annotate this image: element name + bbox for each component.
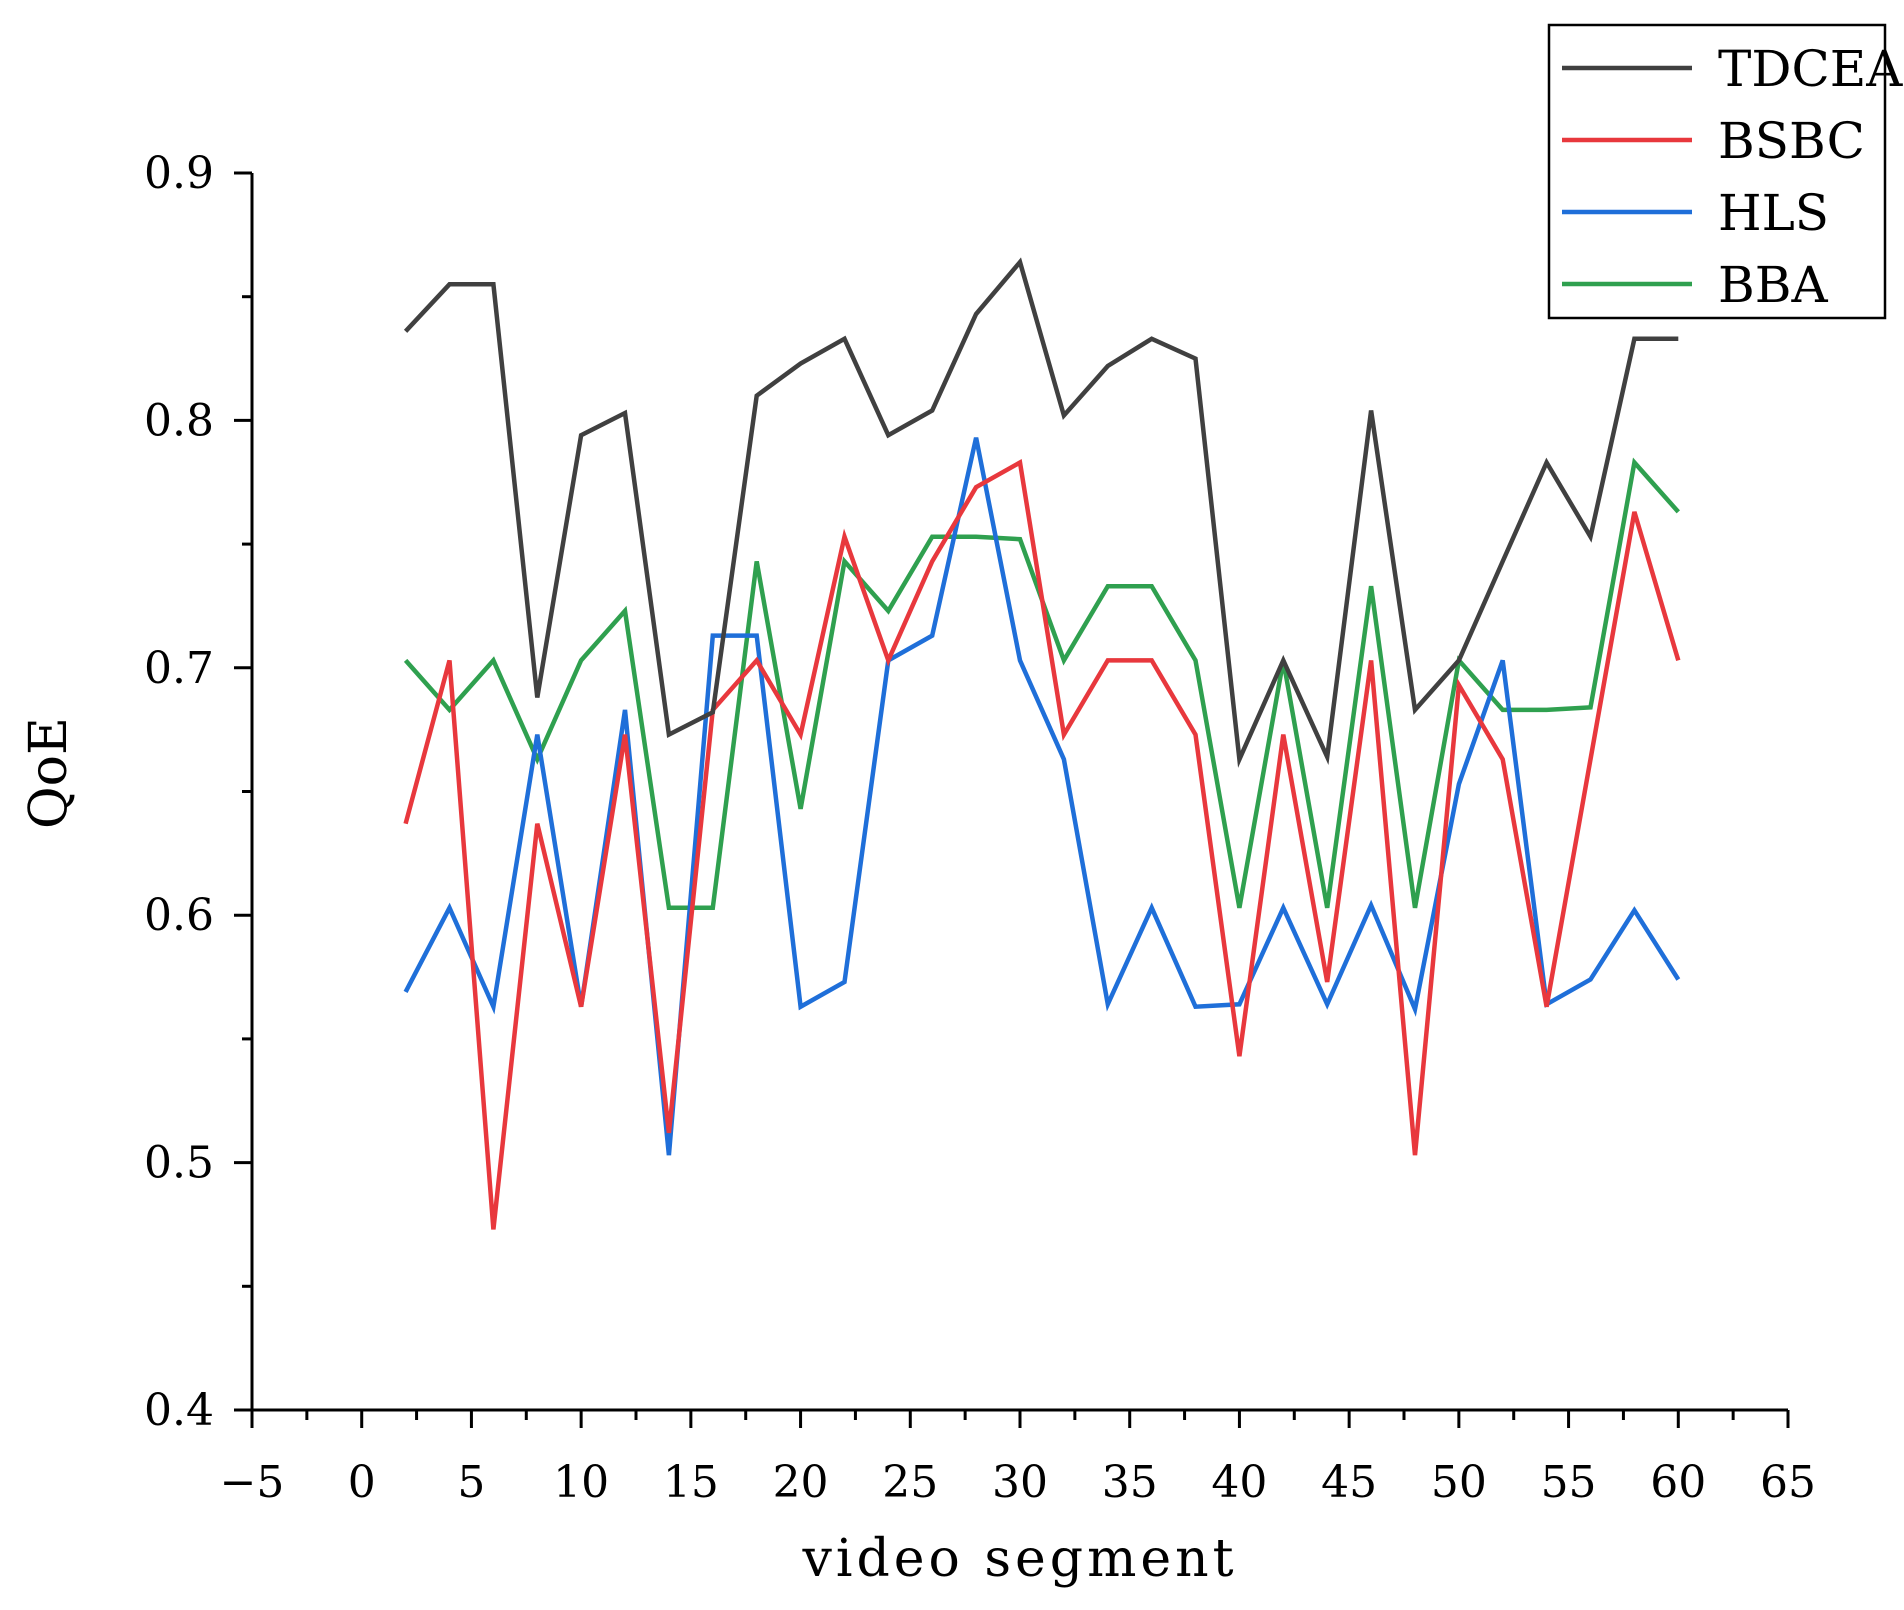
- x-tick-label: 45: [1321, 1457, 1377, 1508]
- x-tick-label: −5: [220, 1457, 285, 1508]
- y-axis-label: QoE: [19, 717, 79, 829]
- x-tick-label: 60: [1650, 1457, 1706, 1508]
- x-tick-label: 65: [1760, 1457, 1816, 1508]
- axes: [250, 173, 1788, 1412]
- y-tick-label: 0.6: [144, 890, 214, 941]
- legend-label-tdcea: TDCEA: [1718, 40, 1903, 98]
- legend: TDCEA BSBC HLS BBA: [1547, 23, 1903, 320]
- ticks: −5 0 5 10 15 20 25 30 35 40 45 50 55 60 65 0.4 0.5 0.6 0.7…: [144, 148, 1816, 1508]
- x-tick-label: 15: [663, 1457, 719, 1508]
- x-tick-label: 25: [882, 1457, 938, 1508]
- legend-label-hls: HLS: [1718, 184, 1829, 242]
- x-tick-label: 0: [348, 1457, 376, 1508]
- series-line-hls: [403, 437, 1681, 1156]
- x-tick-label: 10: [553, 1457, 609, 1508]
- y-tick-label: 0.7: [144, 643, 214, 694]
- x-tick-label: 40: [1211, 1457, 1267, 1508]
- x-tick-label: 20: [773, 1457, 829, 1508]
- x-tick-label: 55: [1541, 1457, 1597, 1508]
- y-tick-label: 0.9: [144, 148, 214, 199]
- x-tick-label: 35: [1102, 1457, 1158, 1508]
- x-tick-label: 30: [992, 1457, 1048, 1508]
- x-axis-label: video segment: [801, 1529, 1237, 1589]
- x-tick-label: 5: [457, 1457, 485, 1508]
- series-line-bsbc: [403, 458, 1681, 1230]
- series-lines: [403, 257, 1681, 1230]
- y-tick-label: 0.8: [144, 395, 214, 446]
- legend-label-bsbc: BSBC: [1718, 112, 1865, 170]
- x-tick-label: 50: [1431, 1457, 1487, 1508]
- legend-box: [1547, 23, 1887, 320]
- legend-label-bba: BBA: [1718, 256, 1828, 314]
- series-line-tdcea: [403, 257, 1679, 768]
- series-line-bba: [403, 457, 1680, 911]
- y-tick-label: 0.5: [144, 1138, 214, 1189]
- y-tick-label: 0.4: [144, 1385, 214, 1436]
